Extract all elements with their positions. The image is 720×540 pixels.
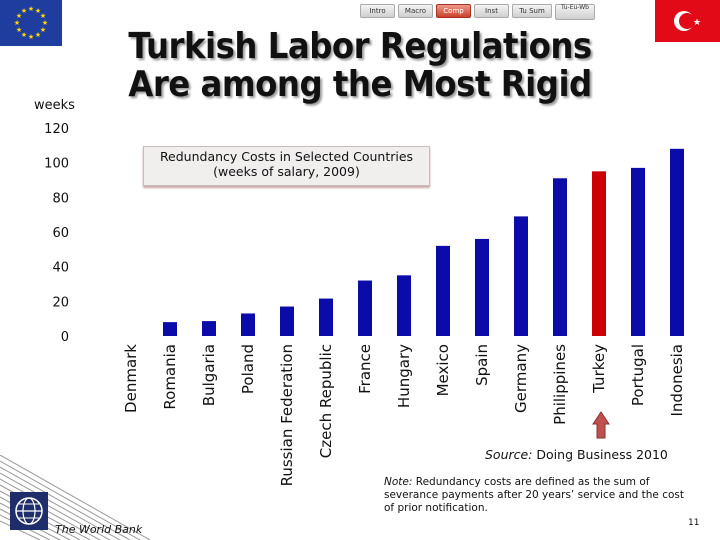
svg-text:★: ★ — [42, 19, 48, 27]
bar-mexico — [436, 245, 450, 336]
x-tick-label: Spain — [473, 344, 491, 386]
note-value: Redundancy costs are defined as the sum … — [384, 476, 685, 514]
chart-title-box: Redundancy Costs in Selected Countries (… — [143, 146, 430, 186]
chart-title: Redundancy Costs in Selected Countries — [159, 149, 414, 164]
crescent-star-icon: ★ — [674, 11, 701, 31]
x-tick-label: Mexico — [434, 344, 452, 396]
y-tick-label: 120 — [44, 122, 69, 137]
svg-text:★: ★ — [16, 12, 22, 20]
bar-indonesia — [670, 148, 684, 336]
bar-portugal — [631, 167, 645, 336]
y-tick-label: 60 — [52, 226, 69, 241]
x-tick-label: Philippines — [551, 344, 569, 425]
source-text: Source: Doing Business 2010 — [485, 447, 668, 462]
svg-text:★: ★ — [28, 33, 34, 41]
svg-text:★: ★ — [40, 12, 46, 20]
highlight-arrow-icon — [592, 411, 610, 439]
x-tick-label: Indonesia — [668, 344, 686, 417]
bar-czech-republic — [319, 298, 333, 336]
svg-text:★: ★ — [14, 19, 20, 27]
y-axis-label: weeks — [34, 98, 75, 113]
x-tick-label: Germany — [512, 344, 530, 413]
x-tick-label: Hungary — [395, 344, 413, 408]
svg-text:★: ★ — [693, 18, 701, 28]
world-bank-globe-icon — [10, 492, 48, 530]
svg-text:★: ★ — [21, 7, 27, 15]
svg-text:★: ★ — [16, 26, 22, 34]
note-text: Note: Redundancy costs are defined as th… — [384, 476, 694, 515]
chart-subtitle: (weeks of salary, 2009) — [213, 164, 360, 179]
title-line-1: Turkish Labor Regulations — [128, 26, 592, 67]
x-tick-label: Czech Republic — [317, 344, 335, 458]
tab-intro[interactable]: Intro — [360, 4, 395, 18]
tab-macro[interactable]: Macro — [398, 4, 433, 18]
bar-bulgaria — [202, 321, 216, 336]
tab-tu-sum[interactable]: Tu Sum — [512, 4, 552, 18]
note-label: Note: — [384, 476, 413, 488]
tab-comp[interactable]: Comp — [436, 4, 471, 18]
eu-stars-icon: ★ ★★ ★★★ ★★★ ★★★ — [14, 5, 48, 41]
title-line-2: Are among the Most Rigid — [128, 64, 592, 105]
x-tick-label: Bulgaria — [200, 344, 218, 406]
turkey-flag-icon: ★ — [655, 0, 720, 42]
svg-text:★: ★ — [21, 31, 27, 39]
page-number: 11 — [688, 518, 700, 528]
source-label: Source: — [485, 447, 533, 462]
page-title: Turkish Labor Regulations Are among the … — [100, 28, 620, 104]
bar-philippines — [553, 178, 567, 336]
x-tick-label: Denmark — [122, 344, 140, 413]
tab-tu-eu-wb[interactable]: Tu-Eu-Wb — [555, 4, 595, 20]
source-value: Doing Business 2010 — [532, 447, 668, 462]
eu-flag-icon: ★ ★ ★ ★ ★ ★ ★ ★ ★ ★ ★ ★ — [0, 0, 62, 46]
x-tick-label: Romania — [161, 344, 179, 410]
bar-hungary — [397, 275, 411, 336]
x-tick-label: France — [356, 344, 374, 394]
y-tick-label: 20 — [52, 295, 69, 310]
bar-russian-federation — [280, 306, 294, 336]
x-tick-label: Russian Federation — [278, 344, 296, 486]
svg-text:★: ★ — [28, 5, 34, 13]
x-tick-label: Poland — [239, 344, 257, 394]
y-tick-label: 100 — [44, 157, 69, 172]
svg-text:★: ★ — [35, 31, 41, 39]
world-bank-name: The World Bank — [55, 523, 143, 536]
y-tick-label: 0 — [61, 330, 69, 345]
bar-romania — [163, 322, 177, 336]
y-tick-label: 40 — [52, 261, 69, 276]
nav-bar: Intro Macro Comp Inst Tu Sum Tu-Eu-Wb — [360, 4, 595, 20]
x-tick-label: Portugal — [629, 344, 647, 406]
bar-germany — [514, 216, 528, 336]
tab-inst[interactable]: Inst — [474, 4, 509, 18]
bar-spain — [475, 238, 489, 336]
bar-france — [358, 280, 372, 336]
bar-turkey — [592, 171, 606, 336]
svg-text:★: ★ — [35, 7, 41, 15]
bar-poland — [241, 313, 255, 336]
svg-text:★: ★ — [40, 26, 46, 34]
y-tick-label: 80 — [52, 191, 69, 206]
x-tick-label: Turkey — [590, 344, 608, 394]
